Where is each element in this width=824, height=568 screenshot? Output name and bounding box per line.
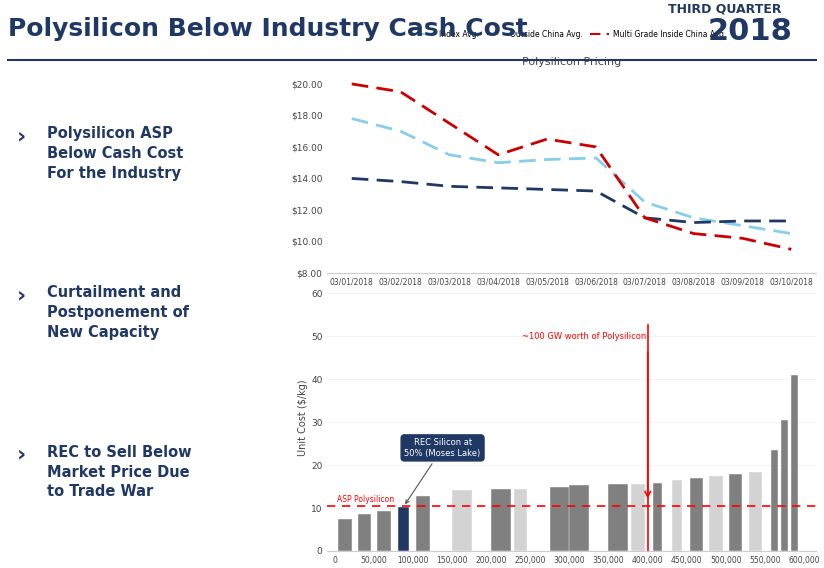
Bar [569, 485, 589, 551]
Legend: Index Avg., Outside China Avg., Multi Grade Inside China Avg.: Index Avg., Outside China Avg., Multi Gr… [414, 27, 730, 42]
Bar [550, 487, 569, 551]
Y-axis label: Unit Cost ($/kg): Unit Cost ($/kg) [298, 379, 308, 456]
Bar [452, 490, 472, 551]
Text: Polysilicon ASP
Below Cash Cost
For the Industry: Polysilicon ASP Below Cash Cost For the … [47, 126, 184, 181]
Bar [491, 488, 511, 551]
Bar [672, 480, 682, 551]
Text: ›: › [17, 286, 26, 306]
Bar [377, 511, 391, 551]
Bar [748, 471, 762, 551]
Bar [729, 474, 742, 551]
Bar [709, 476, 723, 551]
Bar [416, 496, 429, 551]
Text: THIRD QUARTER: THIRD QUARTER [668, 3, 782, 16]
Text: REC to Sell Below
Market Price Due
to Trade War: REC to Sell Below Market Price Due to Tr… [47, 445, 192, 499]
Bar [631, 485, 644, 551]
Bar [690, 478, 703, 551]
Bar [608, 485, 629, 551]
Bar [781, 420, 788, 551]
Bar [653, 483, 662, 551]
Text: ~100 GW worth of Polysilicon: ~100 GW worth of Polysilicon [522, 332, 646, 341]
Text: Curtailment and
Postponement of
New Capacity: Curtailment and Postponement of New Capa… [47, 286, 190, 340]
Text: Polysilicon Below Industry Cash Cost: Polysilicon Below Industry Cash Cost [8, 17, 528, 41]
Text: ›: › [17, 445, 26, 465]
Bar [358, 515, 371, 551]
Bar [771, 450, 778, 551]
Bar [397, 507, 410, 551]
Text: 2018: 2018 [707, 17, 793, 46]
Text: ›: › [17, 126, 26, 146]
Text: REC Silicon at
50% (Moses Lake): REC Silicon at 50% (Moses Lake) [405, 438, 480, 503]
Text: ASP Polysilicon: ASP Polysilicon [337, 495, 394, 504]
Bar [791, 375, 798, 551]
Title: Polysilicon Pricing: Polysilicon Pricing [522, 57, 621, 68]
Bar [338, 519, 352, 551]
Bar [514, 488, 527, 551]
